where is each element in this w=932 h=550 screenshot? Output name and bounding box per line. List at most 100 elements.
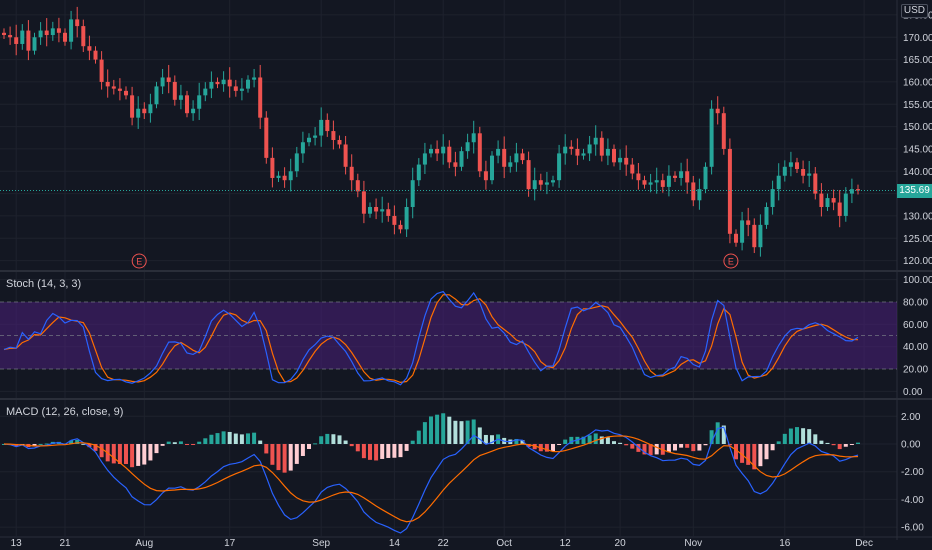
candle-body: [490, 155, 494, 181]
candle-body: [825, 198, 830, 207]
macd-histogram-bar: [313, 443, 318, 445]
candle-body: [160, 77, 165, 87]
candle-body: [105, 81, 110, 87]
stoch-tick-label: 40.00: [903, 342, 928, 353]
earnings-marker-label: E: [136, 257, 142, 267]
macd-histogram-bar: [117, 444, 122, 464]
last-price-label: 135.69: [897, 183, 932, 198]
candle-body: [422, 153, 427, 165]
macd-histogram-bar: [551, 444, 555, 452]
macd-histogram-bar: [209, 434, 214, 444]
macd-histogram-bar: [93, 444, 98, 451]
candle-body: [538, 180, 543, 185]
candle-body: [532, 180, 537, 190]
candle-body: [477, 133, 482, 172]
x-tick-label: Oct: [496, 538, 512, 549]
candle-body: [331, 131, 336, 140]
candle-body: [514, 153, 519, 163]
macd-histogram-bar: [526, 444, 531, 447]
candle-body: [837, 202, 842, 216]
macd-histogram-bar: [563, 439, 568, 444]
macd-histogram-bar: [673, 444, 677, 451]
macd-histogram-bar: [758, 444, 763, 467]
macd-histogram-bar: [197, 441, 202, 444]
candle-body: [520, 153, 525, 161]
macd-histogram-bar: [258, 440, 263, 444]
candle-body: [209, 81, 214, 89]
macd-histogram-bar: [307, 444, 311, 449]
macd-histogram-bar: [44, 443, 49, 445]
macd-histogram-bar: [801, 428, 806, 444]
candle-body: [368, 207, 372, 214]
macd-histogram-bar: [441, 413, 446, 444]
candle-body: [276, 175, 281, 178]
candle-body: [337, 140, 342, 145]
candle-body: [819, 193, 824, 207]
candle-body: [831, 198, 836, 203]
candle-body: [734, 233, 738, 243]
macd-histogram-bar: [697, 444, 702, 451]
macd-histogram-bar: [727, 444, 732, 446]
candle-body: [703, 166, 708, 190]
macd-line: [3, 426, 859, 534]
stoch-tick-label: 100.00: [903, 275, 932, 286]
candle-body: [185, 95, 189, 114]
macd-histogram-bar: [691, 444, 696, 452]
macd-histogram-bar: [453, 420, 458, 444]
macd-histogram-bar: [294, 444, 299, 464]
candle-body: [20, 30, 25, 44]
macd-title[interactable]: MACD (12, 26, close, 9): [6, 406, 124, 418]
macd-histogram-bar: [264, 444, 269, 454]
candle-body: [136, 108, 141, 118]
price-tick-label: 145.00: [903, 144, 932, 155]
macd-histogram-bar: [490, 435, 494, 444]
candle-body: [130, 95, 135, 118]
macd-histogram-bar: [770, 444, 775, 451]
candle-body: [727, 148, 732, 234]
macd-histogram-bar: [349, 444, 354, 447]
macd-histogram-bar: [380, 444, 385, 459]
x-tick-label: 17: [224, 538, 236, 549]
candle-body: [599, 137, 604, 156]
macd-histogram-bar: [99, 444, 104, 458]
macd-histogram-bar: [148, 444, 153, 461]
macd-histogram-bar: [191, 444, 196, 445]
macd-histogram-bar: [514, 438, 519, 444]
candle-body: [630, 164, 635, 174]
candle-body: [691, 182, 696, 201]
candle-body: [465, 142, 470, 152]
stoch-title[interactable]: Stoch (14, 3, 3): [6, 278, 82, 290]
price-tick-label: 170.00: [903, 33, 932, 44]
candle-body: [795, 162, 799, 170]
candle-body: [459, 151, 464, 167]
candle-body: [32, 37, 37, 51]
macd-histogram-bar: [172, 442, 177, 444]
candle-body: [69, 19, 74, 42]
candle-body: [8, 35, 13, 38]
macd-tick-label: -6.00: [901, 523, 924, 534]
candle-body: [75, 19, 80, 27]
candle-body: [343, 144, 348, 167]
macd-histogram-bar: [612, 441, 616, 444]
macd-histogram-bar: [398, 444, 403, 458]
price-tick-label: 125.00: [903, 234, 932, 245]
candle-body: [398, 224, 403, 230]
macd-histogram-bar: [752, 444, 757, 470]
currency-label[interactable]: USD: [900, 4, 928, 18]
candle-body: [807, 173, 812, 176]
candle-body: [856, 189, 860, 191]
candle-body: [435, 148, 440, 154]
macd-histogram-bar: [807, 429, 812, 444]
macd-histogram-bar: [746, 444, 751, 465]
candle-body: [471, 133, 476, 143]
macd-histogram-bar: [404, 444, 409, 451]
macd-histogram-bar: [227, 431, 232, 444]
candle-body: [843, 193, 848, 216]
macd-histogram-bar: [813, 434, 818, 444]
candle-body: [227, 79, 232, 87]
macd-tick-label: -4.00: [901, 495, 924, 506]
macd-histogram-bar: [215, 433, 220, 444]
candle-body: [544, 182, 549, 185]
candle-body: [709, 108, 714, 167]
